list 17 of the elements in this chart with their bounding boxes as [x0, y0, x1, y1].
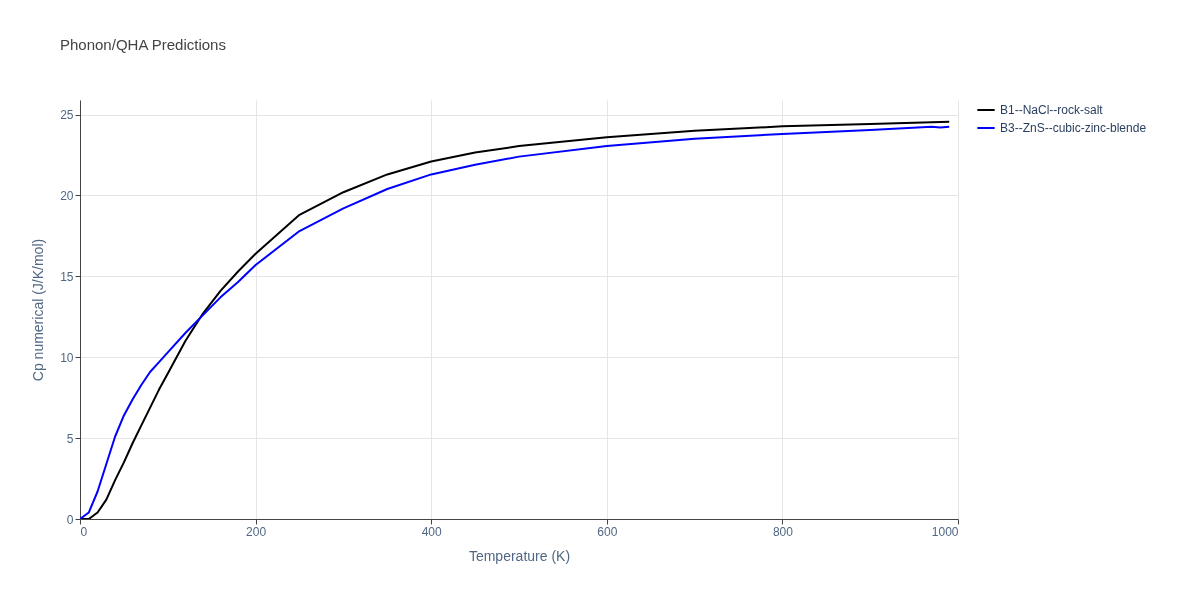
y-axis-title: Cp numerical (J/K/mol) [30, 238, 47, 382]
x-tick-label: 1000 [931, 524, 959, 539]
y-tick-label: 20 [60, 188, 74, 203]
chart-title: Phonon/QHA Predictions [60, 36, 226, 53]
legend-label: B1--NaCl--rock-salt [1000, 103, 1104, 117]
x-tick-label: 800 [772, 524, 794, 539]
y-tick-label: 5 [66, 431, 74, 446]
x-axis-title: Temperature (K) [468, 547, 571, 564]
y-tick-label: 25 [60, 108, 74, 123]
y-tick-label: 0 [66, 512, 74, 527]
x-tick-label: 0 [80, 524, 88, 539]
x-tick-label: 200 [246, 524, 267, 539]
y-tick-label: 10 [60, 350, 74, 365]
x-tick-label: 600 [597, 524, 618, 539]
legend-label: B3--ZnS--cubic-zinc-blende [1000, 121, 1147, 135]
x-tick-label: 400 [421, 524, 443, 539]
y-tick-label: 15 [60, 269, 74, 284]
